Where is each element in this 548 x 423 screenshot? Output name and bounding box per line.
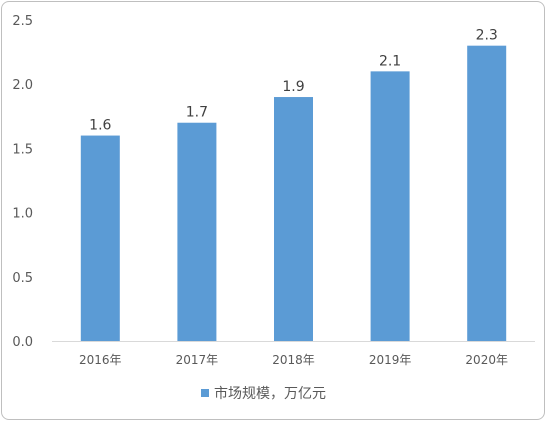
bars xyxy=(80,45,507,342)
legend-label: 市场规模，万亿元 xyxy=(214,385,326,402)
y-tick-label: 2.5 xyxy=(12,14,33,29)
y-tick-label: 0.5 xyxy=(12,271,33,286)
x-tick-label: 2020年 xyxy=(465,353,508,367)
data-label: 1.9 xyxy=(282,79,304,95)
data-label: 2.1 xyxy=(379,53,401,69)
legend: 市场规模，万亿元 xyxy=(201,385,326,402)
bar xyxy=(467,45,507,342)
x-tick-label: 2017年 xyxy=(176,353,219,367)
bar xyxy=(177,122,217,341)
data-label: 2.3 xyxy=(476,28,498,44)
x-tick-label: 2019年 xyxy=(369,353,412,367)
bar xyxy=(274,97,313,341)
x-tick-label: 2018年 xyxy=(272,353,315,367)
y-tick-label: 1.0 xyxy=(12,207,33,222)
y-axis-ticks: 0.0 0.5 1.0 1.5 2.0 2.5 xyxy=(12,14,33,350)
data-label: 1.7 xyxy=(186,105,208,121)
x-tick-label: 2016年 xyxy=(79,353,122,367)
x-axis-ticks: 2016年 2017年 2018年 2019年 2020年 xyxy=(79,353,508,367)
y-tick-label: 0.0 xyxy=(12,335,33,350)
data-label: 1.6 xyxy=(89,118,111,134)
bar xyxy=(370,71,410,342)
data-labels: 1.6 1.7 1.9 2.1 2.3 xyxy=(89,28,498,134)
y-tick-label: 2.0 xyxy=(12,78,33,93)
y-tick-label: 1.5 xyxy=(12,142,33,157)
bar xyxy=(80,135,120,341)
legend-swatch xyxy=(201,389,209,397)
